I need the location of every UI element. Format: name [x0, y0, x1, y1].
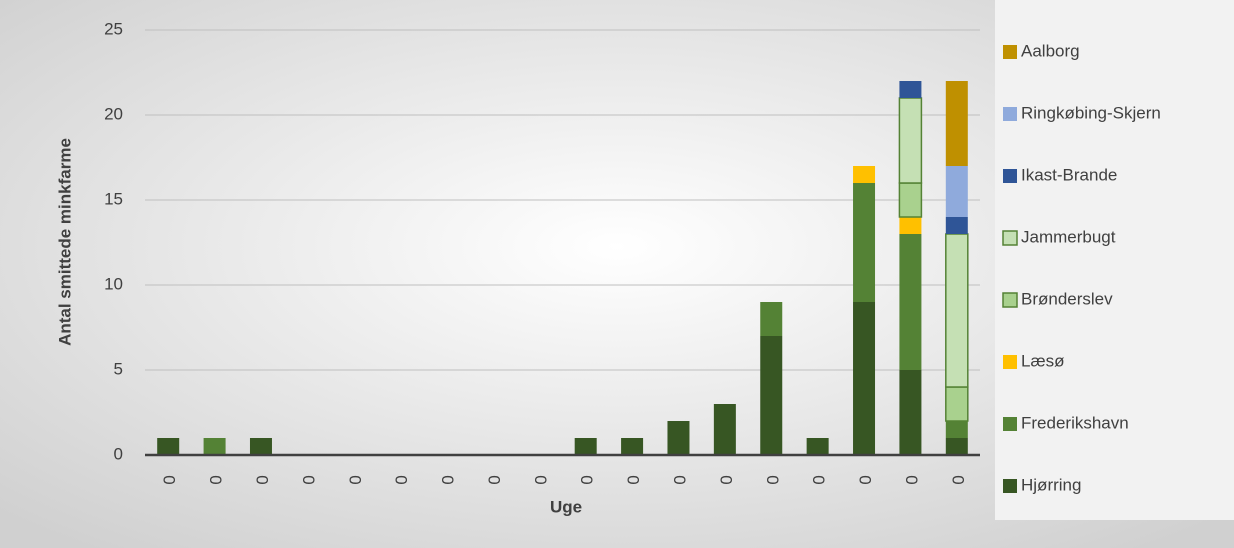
x-tick-label: 0 — [670, 475, 689, 484]
bar-segment — [945, 217, 968, 234]
y-tick-label: 25 — [104, 19, 123, 38]
legend-swatch — [1003, 479, 1017, 493]
legend-label: Brønderslev — [1021, 289, 1113, 308]
legend-label: Jammerbugt — [1021, 227, 1116, 246]
y-tick-label: 10 — [104, 274, 123, 293]
bar-segment — [806, 438, 829, 455]
y-tick-label: 5 — [114, 359, 123, 378]
bar-segment — [899, 234, 922, 370]
x-tick-label: 0 — [252, 475, 271, 484]
bar-segment — [157, 438, 180, 455]
x-tick-label: 0 — [577, 475, 596, 484]
x-tick-label: 0 — [484, 475, 503, 484]
x-tick-label: 0 — [531, 475, 550, 484]
x-tick-label: 0 — [809, 475, 828, 484]
legend-label: Læsø — [1021, 351, 1064, 370]
bar-segment — [853, 302, 876, 455]
x-tick-label: 0 — [624, 475, 643, 484]
legend-swatch — [1003, 169, 1017, 183]
legend-label: Hjørring — [1021, 475, 1081, 494]
bar-segment — [945, 166, 968, 217]
x-tick-label: 0 — [299, 475, 318, 484]
bar-segment — [853, 166, 876, 183]
y-tick-label: 15 — [104, 189, 123, 208]
bar-segment — [760, 302, 783, 336]
bar-segment — [945, 438, 968, 455]
x-tick-label: 0 — [438, 475, 457, 484]
bar-segment — [249, 438, 272, 455]
legend-swatch — [1003, 45, 1017, 59]
x-tick-label: 0 — [392, 475, 411, 484]
legend-label: Frederikshavn — [1021, 413, 1129, 432]
bar-segment — [898, 182, 923, 218]
bar-segment — [667, 421, 690, 455]
legend-label: Ikast-Brande — [1021, 165, 1117, 184]
x-tick-label: 0 — [206, 475, 225, 484]
x-tick-label: 0 — [902, 475, 921, 484]
legend-label: Ringkøbing-Skjern — [1021, 103, 1161, 122]
bar-segment — [945, 81, 968, 166]
bar-segment — [899, 81, 922, 98]
legend-swatch — [1003, 355, 1017, 369]
legend-swatch — [1003, 417, 1017, 431]
bar-segment — [945, 386, 969, 422]
x-axis-title: Uge — [550, 497, 582, 516]
x-tick-label: 0 — [948, 475, 967, 484]
bar-segment — [760, 336, 783, 455]
bar-segment — [853, 183, 876, 302]
legend-label: Aalborg — [1021, 41, 1080, 60]
bar-segment — [898, 97, 923, 184]
x-tick-label: 0 — [160, 475, 179, 484]
y-tick-label: 20 — [104, 104, 123, 123]
legend-swatch — [1003, 107, 1017, 121]
bar-segment — [945, 233, 969, 388]
bar-segment — [713, 404, 736, 455]
legend-box — [995, 0, 1234, 520]
bar-segment — [899, 217, 922, 234]
x-tick-label: 0 — [345, 475, 364, 484]
bar-segment — [574, 438, 597, 455]
x-tick-label: 0 — [763, 475, 782, 484]
bar-segment — [945, 421, 968, 438]
bar-segment — [621, 438, 644, 455]
bar-segment — [203, 438, 226, 455]
y-axis-title: Antal smittede minkfarme — [55, 138, 74, 346]
bar-segment — [899, 370, 922, 455]
x-tick-label: 0 — [856, 475, 875, 484]
legend-swatch — [1002, 292, 1018, 308]
legend-swatch — [1002, 230, 1018, 246]
x-tick-label: 0 — [716, 475, 735, 484]
y-tick-label: 0 — [114, 444, 123, 463]
